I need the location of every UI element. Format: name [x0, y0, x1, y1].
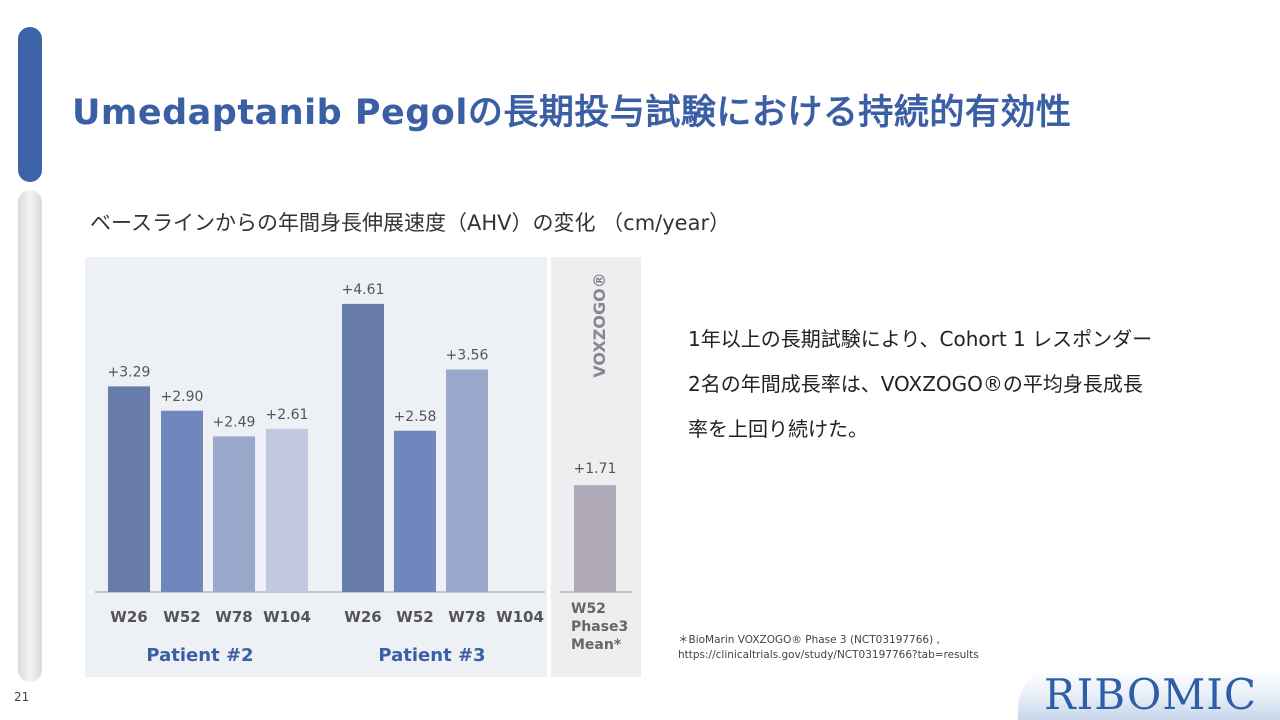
ribomic-logo: RIBOMIC [1018, 668, 1280, 720]
side-decoration-bar [18, 190, 42, 682]
data-label: +2.90 [161, 389, 204, 405]
page-number: 21 [14, 690, 30, 704]
footnote-line-1: ＊BioMarin VOXZOGO® Phase 3 (NCT03197766)… [678, 634, 940, 646]
x-tick-label: W104 [496, 608, 544, 626]
x-tick-label-reference: W52 [571, 601, 606, 617]
x-tick-label: W52 [396, 608, 433, 626]
summary-text: 1年以上の長期試験により、Cohort 1 レスポンダー 2名の年間成長率は、V… [688, 317, 1248, 452]
bar-patient2-w78 [213, 436, 255, 592]
bar-patient2-w26 [108, 386, 150, 592]
data-label: +2.58 [394, 409, 437, 425]
footnote: ＊BioMarin VOXZOGO® Phase 3 (NCT03197766)… [678, 633, 979, 663]
x-tick-label: W26 [344, 608, 381, 626]
accent-bar [18, 27, 42, 182]
x-tick-label: W52 [163, 608, 200, 626]
data-label: +1.71 [574, 461, 617, 477]
group-label: Patient #3 [378, 645, 485, 666]
data-label: +3.29 [108, 364, 151, 380]
logo-text: RIBOMIC [1044, 670, 1258, 719]
footnote-url: https://clinicaltrials.gov/study/NCT0319… [678, 649, 979, 661]
chart-subtitle: ベースラインからの年間身長伸展速度（AHV）の変化 （cm/year） [90, 211, 731, 235]
data-label: +2.61 [266, 407, 309, 423]
bar-patient2-w104 [266, 428, 308, 592]
x-tick-label: W78 [448, 608, 485, 626]
x-tick-label: W26 [110, 608, 147, 626]
summary-line-3: 率を上回り続けた。 [688, 417, 868, 441]
data-label: +4.61 [342, 282, 385, 298]
x-tick-label-reference: Mean* [571, 637, 622, 653]
summary-line-2: 2名の年間成長率は、VOXZOGO®の平均身長成長 [688, 372, 1143, 396]
group-label-voxzogo: VOXZOGO® [590, 272, 609, 377]
data-label: +2.49 [213, 414, 256, 430]
summary-line-1: 1年以上の長期試験により、Cohort 1 レスポンダー [688, 327, 1153, 351]
bar-patient3-w52 [394, 430, 436, 592]
group-label: Patient #2 [146, 645, 253, 666]
reference-chart-panel [551, 257, 641, 677]
bar-patient3-w26 [342, 303, 384, 592]
bar-patient2-w52 [161, 410, 203, 592]
bar-voxzogo-reference [574, 485, 616, 592]
x-tick-label: W104 [263, 608, 311, 626]
x-tick-label-reference: Phase3 [571, 619, 628, 635]
x-tick-label: W78 [215, 608, 252, 626]
data-label: +3.56 [446, 348, 489, 364]
bar-patient3-w78 [446, 369, 488, 592]
page-title: Umedaptanib Pegolの長期投与試験における持続的有効性 [72, 93, 1072, 133]
